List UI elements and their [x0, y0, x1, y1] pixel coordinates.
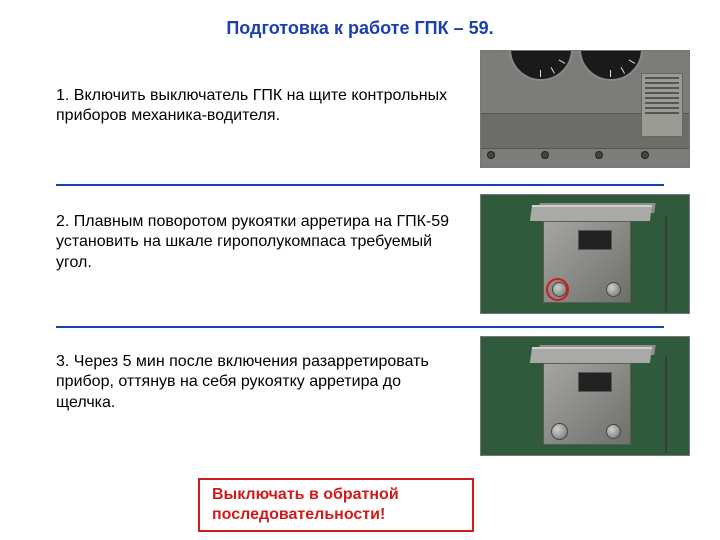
warning-box: Выключать в обратной последовательности! — [198, 478, 474, 532]
step-3-text: 3. Через 5 мин после включения разаррети… — [56, 352, 456, 413]
step-3-image — [480, 336, 690, 456]
step-2-text: 2. Плавным поворотом рукоятки арретира н… — [56, 212, 456, 273]
slide-title: Подготовка к работе ГПК – 59. — [0, 18, 720, 39]
divider-2 — [56, 326, 664, 328]
step-1-image — [480, 50, 690, 168]
step-1-text: 1. Включить выключатель ГПК на щите конт… — [56, 86, 456, 127]
step-2-image — [480, 194, 690, 314]
arret-knob-highlight-icon — [546, 278, 569, 301]
divider-1 — [56, 184, 664, 186]
